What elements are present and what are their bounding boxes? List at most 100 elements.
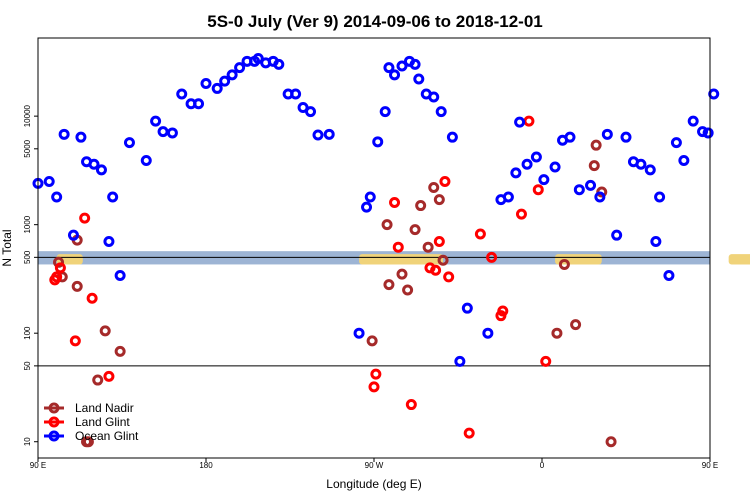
- map-band-land: [359, 254, 444, 265]
- point-ocean-glint: [644, 164, 656, 176]
- point-ocean-glint: [428, 91, 440, 103]
- point-ocean-glint: [107, 191, 119, 203]
- y-tick-label: 10: [23, 437, 32, 446]
- point-land-glint: [430, 264, 442, 276]
- point-land-glint: [51, 271, 63, 283]
- point-land-nadir: [558, 258, 570, 270]
- y-tick-label: 1000: [23, 215, 32, 233]
- y-axis-label: N Total: [0, 229, 14, 266]
- point-ocean-glint: [379, 106, 391, 118]
- map-band-land: [728, 254, 750, 265]
- point-land-glint: [515, 208, 527, 220]
- y-tick-label: 100: [23, 326, 32, 340]
- point-land-glint: [433, 235, 445, 247]
- point-land-nadir: [433, 194, 445, 206]
- point-ocean-glint: [678, 155, 690, 167]
- point-land-glint: [497, 305, 509, 317]
- point-land-glint: [439, 175, 451, 187]
- point-land-nadir: [415, 200, 427, 212]
- point-land-glint: [443, 271, 455, 283]
- point-land-nadir: [381, 219, 393, 231]
- point-ocean-glint: [435, 106, 447, 118]
- point-ocean-glint: [446, 131, 458, 143]
- point-ocean-glint: [58, 128, 70, 140]
- point-ocean-glint: [594, 191, 606, 203]
- point-ocean-glint: [305, 106, 317, 118]
- point-ocean-glint: [573, 184, 585, 196]
- point-land-glint: [405, 399, 417, 411]
- point-ocean-glint: [611, 229, 623, 241]
- x-tick-label: 180: [199, 461, 213, 470]
- point-ocean-glint: [697, 126, 709, 138]
- point-ocean-glint: [88, 158, 100, 170]
- point-land-nadir: [82, 436, 94, 448]
- point-ocean-glint: [383, 62, 395, 74]
- point-ocean-glint: [114, 270, 126, 282]
- point-land-nadir: [71, 280, 83, 292]
- x-tick-label: 90 E: [30, 461, 46, 470]
- point-ocean-glint: [51, 191, 63, 203]
- point-ocean-glint: [521, 158, 533, 170]
- point-ocean-glint: [510, 167, 522, 179]
- legend-label-land-nadir: Land Nadir: [75, 401, 134, 415]
- point-ocean-glint: [564, 131, 576, 143]
- x-tick-label: 90 E: [702, 461, 718, 470]
- legend-label-land-glint: Land Glint: [75, 415, 130, 429]
- point-ocean-glint: [538, 174, 550, 186]
- point-ocean-glint: [585, 179, 597, 191]
- point-land-glint: [463, 427, 475, 439]
- point-land-nadir: [428, 182, 440, 194]
- point-land-glint: [86, 292, 98, 304]
- point-land-glint: [54, 262, 66, 274]
- point-ocean-glint: [413, 73, 425, 85]
- point-ocean-glint: [361, 201, 373, 213]
- legend-item-land-glint: Land Glint: [44, 415, 130, 429]
- point-land-nadir: [590, 139, 602, 151]
- point-ocean-glint: [200, 77, 212, 89]
- legend-item-ocean-glint: Ocean Glint: [44, 429, 139, 443]
- point-ocean-glint: [252, 52, 264, 64]
- point-land-nadir: [409, 224, 421, 236]
- point-land-nadir: [114, 345, 126, 357]
- point-ocean-glint: [211, 82, 223, 94]
- point-ocean-glint: [514, 116, 526, 128]
- x-axis-ticks: 90 E 180 90 W 0 90 E: [30, 458, 718, 470]
- legend-marker-land-nadir: [48, 402, 60, 414]
- point-ocean-glint: [687, 115, 699, 127]
- point-ocean-glint: [549, 161, 561, 173]
- point-ocean-glint: [663, 270, 675, 282]
- point-land-glint: [79, 212, 91, 224]
- point-land-nadir: [570, 319, 582, 331]
- point-ocean-glint: [454, 355, 466, 367]
- point-ocean-glint: [650, 235, 662, 247]
- y-tick-label: 5000: [23, 139, 32, 157]
- y-tick-label: 10000: [23, 104, 32, 127]
- point-land-nadir: [588, 160, 600, 172]
- point-land-glint: [370, 368, 382, 380]
- legend-item-land-nadir: Land Nadir: [44, 401, 134, 415]
- point-land-glint: [523, 115, 535, 127]
- x-tick-label: 90 W: [365, 461, 384, 470]
- point-land-nadir: [605, 436, 617, 448]
- y-tick-label: 50: [23, 361, 32, 370]
- point-ocean-glint: [670, 137, 682, 149]
- series-land-nadir: [53, 139, 617, 448]
- point-ocean-glint: [67, 229, 79, 241]
- point-ocean-glint: [601, 128, 613, 140]
- point-ocean-glint: [409, 58, 421, 70]
- point-land-nadir: [551, 327, 563, 339]
- point-ocean-glint: [654, 191, 666, 203]
- point-land-glint: [69, 335, 81, 347]
- point-ocean-glint: [273, 58, 285, 70]
- point-ocean-glint: [123, 137, 135, 149]
- point-ocean-glint: [702, 127, 714, 139]
- legend: Land Nadir Land Glint Ocean Glint: [44, 401, 139, 443]
- point-ocean-glint: [166, 127, 178, 139]
- point-land-nadir: [383, 279, 395, 291]
- point-land-nadir: [366, 335, 378, 347]
- point-land-nadir: [396, 268, 408, 280]
- point-ocean-glint: [75, 131, 87, 143]
- point-ocean-glint: [150, 115, 162, 127]
- point-ocean-glint: [396, 60, 408, 72]
